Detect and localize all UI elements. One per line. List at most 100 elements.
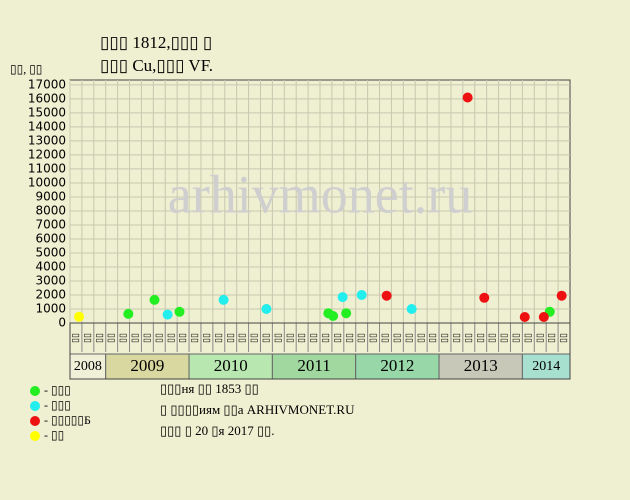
legend-marker — [30, 386, 40, 396]
column-label: ▯▯ — [463, 333, 473, 343]
y-tick-label: 11000 — [28, 161, 66, 175]
y-tick-label: 6000 — [35, 231, 66, 245]
column-label: ▯▯ — [94, 333, 104, 343]
column-label: ▯▯ — [272, 333, 282, 343]
year-label: 2012 — [380, 356, 414, 375]
column-label: ▯▯ — [415, 333, 425, 343]
column-label: ▯▯ — [391, 333, 401, 343]
column-label: ▯▯ — [344, 333, 354, 343]
data-point — [218, 294, 229, 305]
y-tick-label: 13000 — [28, 133, 66, 147]
note: ▯ ▯▯▯▯иям ▯▯а ARHIVMONET.RU — [160, 402, 355, 417]
column-label: ▯▯ — [475, 333, 485, 343]
year-band — [521, 353, 571, 380]
data-point — [261, 303, 272, 314]
column-label: ▯▯ — [558, 333, 568, 343]
column-label: ▯▯ — [284, 333, 294, 343]
year-label: 2008 — [74, 359, 102, 374]
y-tick-label: 15000 — [28, 105, 66, 119]
y-tick-label: 5000 — [35, 245, 66, 259]
legend-label: - ▯▯▯ — [44, 398, 71, 412]
column-label: ▯▯ — [118, 333, 128, 343]
column-label: ▯▯ — [213, 333, 223, 343]
y-tick-label: 3000 — [35, 273, 66, 287]
column-label: ▯▯ — [308, 333, 318, 343]
y-tick-label: 9000 — [35, 189, 66, 203]
column-label: ▯▯ — [487, 333, 497, 343]
legend-label: - ▯▯ — [44, 428, 64, 442]
column-label: ▯▯ — [499, 333, 509, 343]
column-label: ▯▯ — [522, 333, 532, 343]
column-label: ▯▯ — [439, 333, 449, 343]
y-tick-label: 7000 — [35, 217, 66, 231]
data-point — [328, 310, 339, 321]
year-band — [105, 353, 190, 380]
year-label: 2014 — [532, 359, 560, 374]
data-point — [341, 308, 352, 319]
chart-title: ▯▯▯ 1812,▯▯▯ ▯ — [100, 33, 212, 52]
column-label: ▯▯ — [451, 333, 461, 343]
column-label: ▯▯ — [189, 333, 199, 343]
column-label: ▯▯ — [296, 333, 306, 343]
legend-label: - ▯▯▯▯▯Б — [44, 413, 91, 427]
column-label: ▯▯ — [427, 333, 437, 343]
column-label: ▯▯ — [403, 333, 413, 343]
column-label: ▯▯ — [201, 333, 211, 343]
column-label: ▯▯ — [510, 333, 520, 343]
legend-label: - ▯▯▯ — [44, 383, 71, 397]
column-label: ▯▯ — [141, 333, 151, 343]
y-tick-label: 12000 — [28, 147, 66, 161]
y-tick-label: 10000 — [28, 175, 66, 189]
y-tick-label: 4000 — [35, 259, 66, 273]
data-point — [337, 292, 348, 303]
data-point — [356, 289, 367, 300]
data-point — [479, 292, 490, 303]
data-point — [74, 311, 85, 322]
column-label: ▯▯ — [380, 333, 390, 343]
x-axis-box — [69, 322, 571, 380]
y-tick-label: 8000 — [35, 203, 66, 217]
y-tick-label: 2000 — [35, 287, 66, 301]
y-axis-label: ▯▯, ▯▯ — [10, 62, 42, 76]
legend-marker — [30, 416, 40, 426]
year-label: 2011 — [297, 356, 330, 375]
year-band — [355, 353, 440, 380]
column-label: ▯▯ — [130, 333, 140, 343]
y-tick-label: 14000 — [28, 119, 66, 133]
column-label: ▯▯ — [320, 333, 330, 343]
y-tick-label: 0 — [58, 316, 66, 330]
legend-marker — [30, 431, 40, 441]
data-point — [538, 311, 549, 322]
column-label: ▯▯ — [332, 333, 342, 343]
legend-marker — [30, 401, 40, 411]
column-label: ▯▯ — [237, 333, 247, 343]
column-label: ▯▯ — [534, 333, 544, 343]
y-tick-label: 1000 — [35, 301, 66, 315]
column-label: ▯▯ — [356, 333, 366, 343]
column-label: ▯▯ — [225, 333, 235, 343]
column-label: ▯▯ — [165, 333, 175, 343]
data-point — [123, 308, 134, 319]
chart-subtitle: ▯▯▯ Cu,▯▯▯ VF. — [100, 56, 213, 75]
column-label: ▯▯ — [153, 333, 163, 343]
column-label: ▯▯ — [546, 333, 556, 343]
year-label: 2010 — [214, 356, 248, 375]
column-label: ▯▯ — [177, 333, 187, 343]
data-point — [556, 290, 567, 301]
year-label: 2009 — [130, 356, 164, 375]
data-point — [381, 290, 392, 301]
year-label: 2013 — [464, 356, 498, 375]
column-label: ▯▯ — [368, 333, 378, 343]
data-point — [149, 294, 160, 305]
watermark: arhivmonet.ru — [168, 164, 472, 224]
note: ▯▯▯ня ▯▯ 1853 ▯▯ — [160, 381, 259, 396]
column-label: ▯▯ — [260, 333, 270, 343]
y-tick-label: 16000 — [28, 91, 66, 105]
column-label: ▯▯ — [106, 333, 116, 343]
column-label: ▯▯ — [82, 333, 92, 343]
data-point — [162, 309, 173, 320]
column-label: ▯▯ — [70, 333, 80, 343]
data-point — [519, 311, 530, 322]
